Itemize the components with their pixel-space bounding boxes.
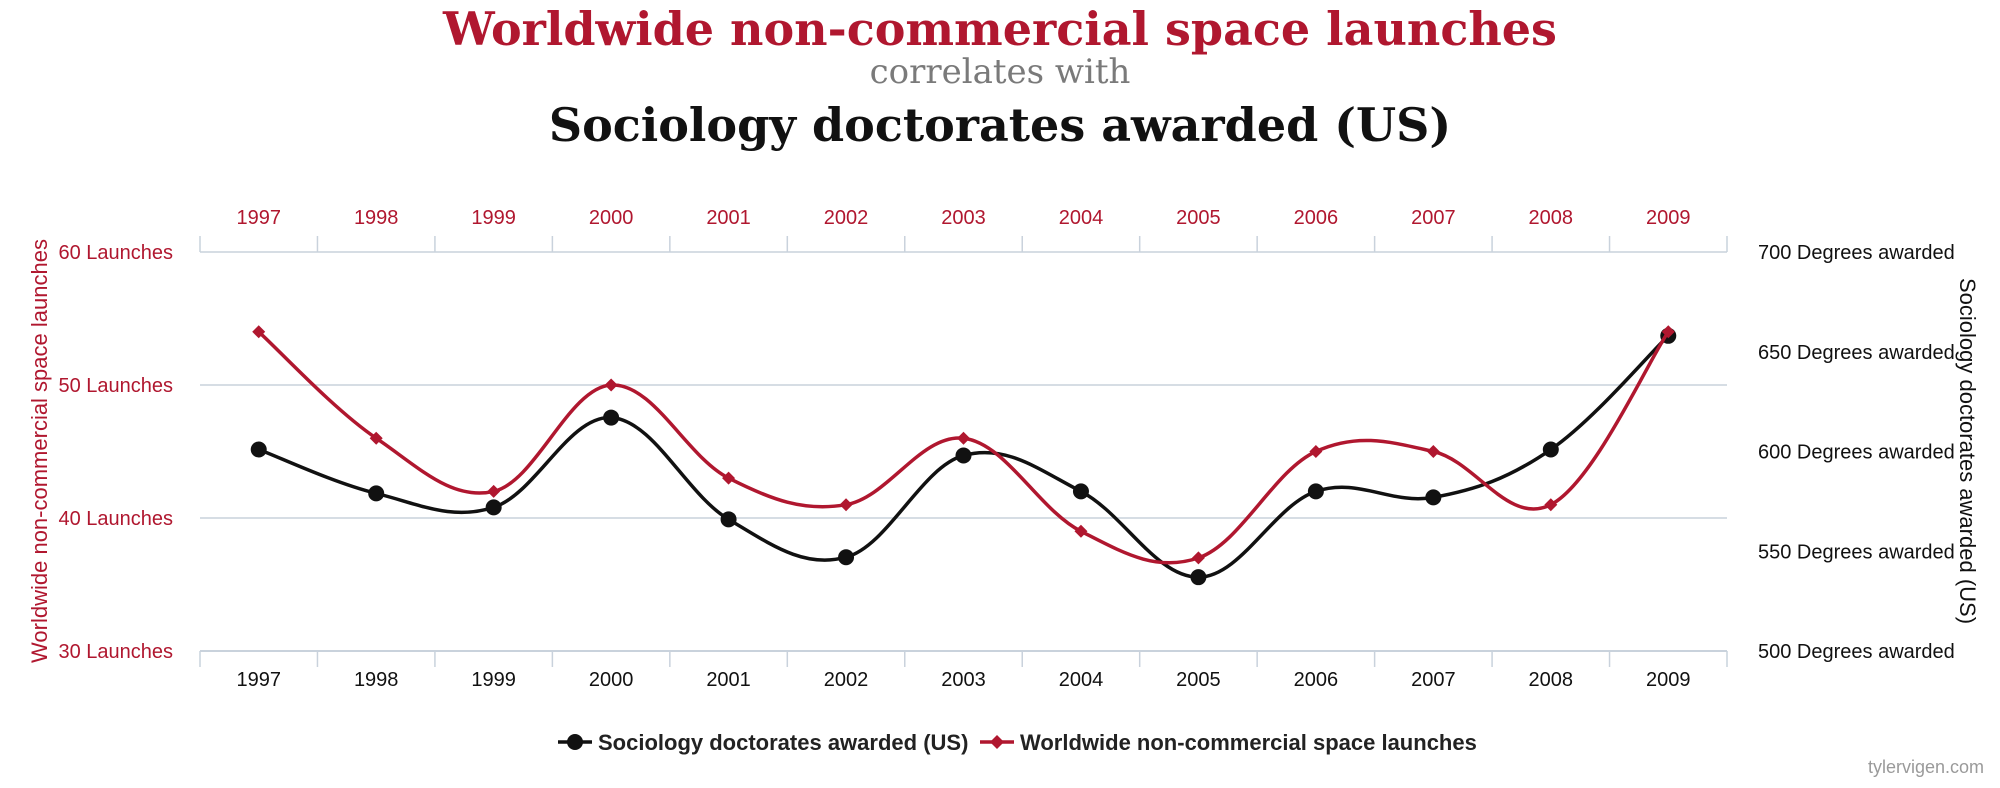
point-doctorates-2006 — [1307, 483, 1324, 500]
point-launches-2002 — [839, 498, 853, 512]
x-label-top: 1997 — [236, 207, 281, 229]
x-label-bottom: 2006 — [1294, 669, 1339, 691]
left-axis-title: Worldwide non-commercial space launches — [27, 239, 52, 663]
right-tick-label: 600 Degrees awarded — [1758, 442, 1955, 464]
x-label-bottom: 1997 — [236, 669, 281, 691]
point-doctorates-2004 — [1072, 483, 1089, 500]
title-series-a: Worldwide non-commercial space launches — [443, 2, 1557, 56]
x-label-top: 2005 — [1176, 207, 1221, 229]
series-line-launches — [257, 330, 1670, 565]
x-label-top: 2004 — [1059, 207, 1104, 229]
x-label-top: 2003 — [941, 207, 986, 229]
point-doctorates-2002 — [838, 549, 855, 566]
right-tick-label: 550 Degrees awarded — [1758, 541, 1955, 563]
left-tick-label: 40 Launches — [58, 508, 173, 530]
right-axis-title: Sociology doctorates awarded (US) — [1955, 278, 1980, 624]
point-launches-2007 — [1426, 445, 1440, 458]
x-label-bottom: 2004 — [1059, 669, 1104, 691]
point-launches-1997 — [252, 325, 266, 339]
point-doctorates-2005 — [1190, 569, 1207, 586]
x-label-bottom: 2008 — [1529, 669, 1574, 691]
x-label-bottom: 2001 — [706, 669, 751, 691]
point-doctorates-1999 — [485, 499, 502, 516]
x-label-bottom: 1998 — [354, 669, 399, 691]
left-tick-label: 60 Launches — [58, 242, 173, 264]
legend-label-doctorates: Sociology doctorates awarded (US) — [598, 730, 968, 755]
title-connector: correlates with — [869, 52, 1131, 92]
left-tick-label: 50 Launches — [58, 375, 173, 397]
x-label-bottom: 2009 — [1646, 669, 1691, 691]
x-label-bottom: 2000 — [589, 669, 634, 691]
point-doctorates-2003 — [955, 447, 972, 464]
point-launches-1999 — [487, 484, 501, 498]
title-series-b: Sociology doctorates awarded (US) — [548, 98, 1452, 152]
legend-label-launches: Worldwide non-commercial space launches — [1020, 730, 1477, 755]
point-launches-2001 — [722, 471, 736, 485]
x-label-top: 2009 — [1646, 207, 1691, 229]
right-tick-label: 700 Degrees awarded — [1758, 242, 1955, 264]
x-label-top: 2008 — [1529, 207, 1574, 229]
x-label-top: 2001 — [706, 207, 751, 229]
left-tick-label: 30 Launches — [58, 641, 173, 663]
right-tick-label: 650 Degrees awarded — [1758, 342, 1955, 364]
x-label-top: 1999 — [471, 207, 516, 229]
legend-marker-doctorates — [567, 734, 583, 750]
point-launches-1998 — [369, 431, 383, 445]
x-label-bottom: 2007 — [1411, 669, 1456, 691]
point-doctorates-2001 — [720, 511, 737, 528]
x-label-top: 2002 — [824, 207, 869, 229]
x-label-bottom: 2005 — [1176, 669, 1221, 691]
x-label-top: 1998 — [354, 207, 399, 229]
x-label-top: 2007 — [1411, 207, 1456, 229]
point-launches-2000 — [604, 378, 618, 392]
x-label-bottom: 1999 — [471, 669, 516, 691]
point-launches-2003 — [957, 431, 970, 445]
point-doctorates-2007 — [1425, 489, 1442, 506]
x-label-top: 2006 — [1294, 207, 1339, 229]
legend-marker-launches — [990, 735, 1004, 749]
point-launches-2006 — [1309, 445, 1323, 458]
point-doctorates-2008 — [1542, 441, 1559, 458]
x-label-top: 2000 — [589, 207, 634, 229]
x-label-bottom: 2002 — [824, 669, 869, 691]
point-launches-2009 — [1661, 325, 1675, 339]
watermark: tylervigen.com — [1867, 757, 1984, 777]
point-doctorates-1997 — [250, 441, 267, 458]
point-doctorates-1998 — [368, 485, 385, 502]
right-tick-label: 500 Degrees awarded — [1758, 641, 1955, 663]
point-launches-2008 — [1544, 498, 1558, 512]
point-launches-2004 — [1074, 524, 1088, 538]
point-doctorates-2000 — [603, 409, 620, 426]
point-launches-2005 — [1191, 551, 1205, 565]
x-label-bottom: 2003 — [941, 669, 986, 691]
